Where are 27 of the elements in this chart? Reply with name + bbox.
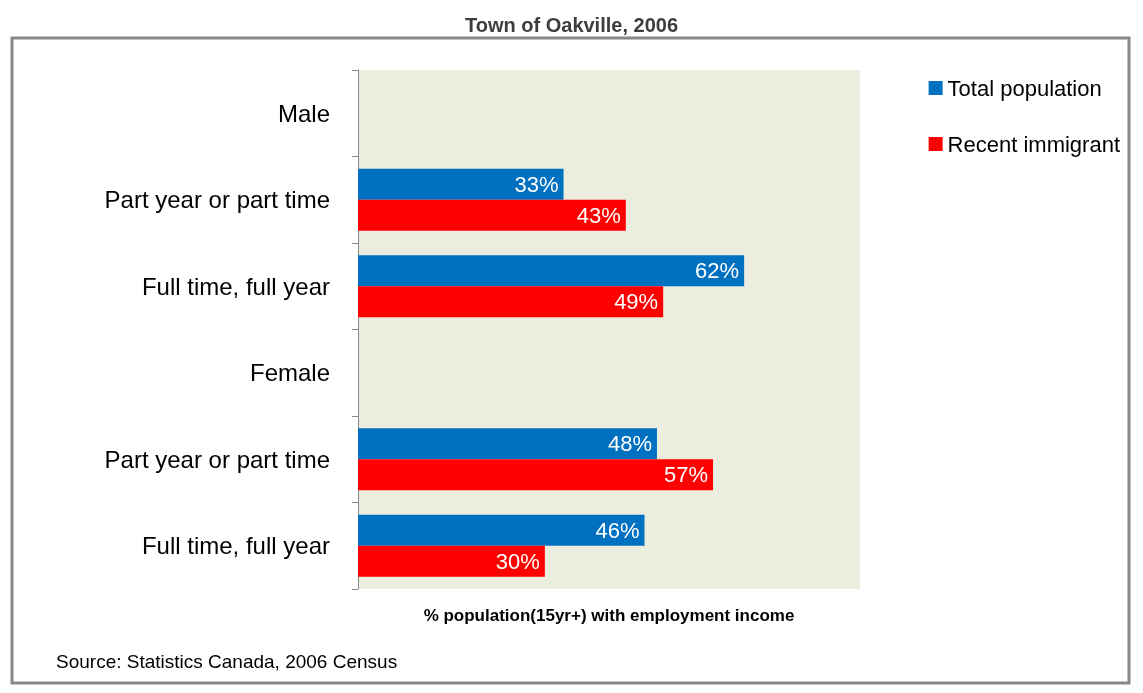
bar: [358, 514, 645, 546]
legend-label: Total population: [947, 75, 1102, 101]
data-label: 57%: [663, 462, 709, 488]
y-tick-label: Part year or part time: [104, 445, 330, 473]
y-tick-label: Male: [277, 99, 330, 127]
y-tick-label: Part year or part time: [104, 186, 330, 214]
bar: [358, 459, 714, 491]
data-label: 48%: [607, 431, 652, 457]
data-label: 43%: [576, 202, 621, 228]
bar: [358, 199, 626, 231]
y-tick-label: Female: [249, 359, 330, 387]
chart-title: Town of Oakville, 2006: [464, 14, 679, 36]
bar: [358, 428, 657, 460]
data-label: 49%: [614, 289, 659, 315]
y-tick-label: Full time, full year: [141, 532, 330, 560]
legend-label: Recent immigrant: [947, 131, 1120, 157]
bar: [358, 168, 564, 200]
x-axis-title: % population(15yr+) with employment income: [423, 606, 795, 625]
bar: [358, 255, 745, 287]
data-label: 33%: [514, 171, 559, 197]
bar: [358, 286, 664, 318]
y-tick-label: Full time, full year: [141, 272, 330, 300]
bar: [358, 545, 545, 577]
data-label: 62%: [695, 258, 740, 284]
data-label: 30%: [495, 548, 540, 574]
data-label: 46%: [595, 517, 640, 543]
source-note: Source: Statistics Canada, 2006 Census: [56, 651, 398, 672]
